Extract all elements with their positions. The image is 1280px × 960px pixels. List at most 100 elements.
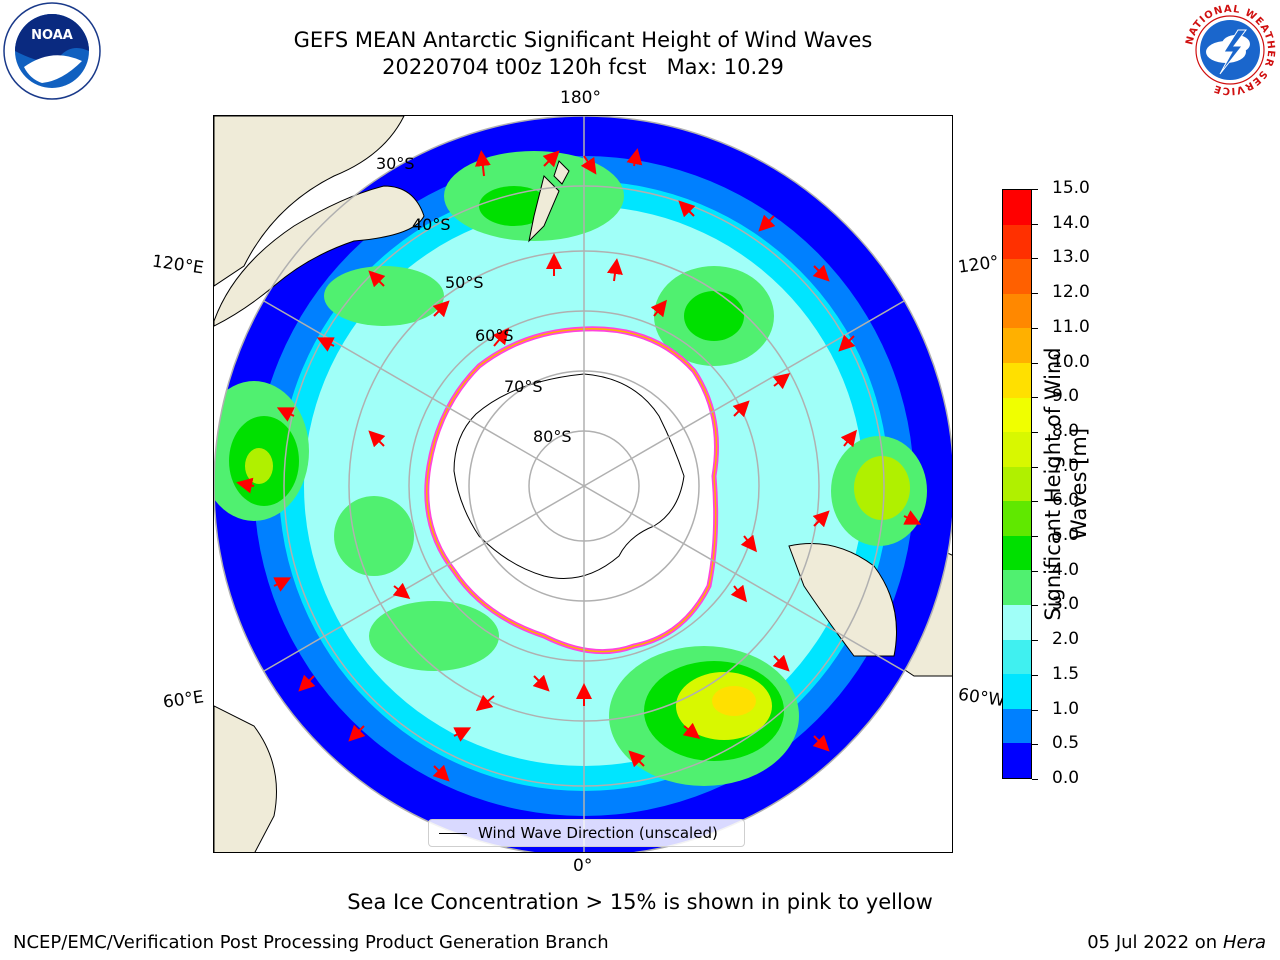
- lat-label-30s: 30°S: [376, 154, 415, 173]
- colorbar-tick: [1032, 397, 1038, 399]
- colorbar-tick: [1032, 501, 1038, 503]
- colorbar-cell: [1003, 604, 1031, 640]
- arrow: [432, 764, 450, 782]
- wave-direction-arrows: [236, 148, 922, 782]
- arrow: [580, 155, 597, 175]
- arrow: [682, 722, 701, 739]
- colorbar-tick: [1032, 258, 1038, 260]
- arrow: [368, 270, 386, 288]
- arrow: [772, 373, 791, 390]
- colorbar-cell: [1003, 431, 1031, 467]
- colorbar-cell: [1003, 293, 1031, 329]
- colorbar-cell: [1003, 397, 1031, 433]
- producer-credit: NCEP/EMC/Verification Post Processing Pr…: [13, 932, 609, 953]
- colorbar-cell: [1003, 535, 1031, 571]
- colorbar-tick-label: 1.0: [1052, 698, 1080, 719]
- colorbar-cell: [1003, 500, 1031, 536]
- colorbar-tick-label: 7.0: [1052, 455, 1080, 476]
- colorbar-tick: [1032, 431, 1038, 433]
- arrow: [542, 150, 560, 168]
- lat-label-40s: 40°S: [412, 215, 451, 234]
- colorbar-tick-label: 5.0: [1052, 525, 1080, 546]
- arrow: [772, 654, 790, 672]
- arrow: [392, 582, 411, 599]
- colorbar-tick: [1032, 674, 1038, 676]
- arrow: [650, 299, 667, 318]
- colorbar-cell: [1003, 466, 1031, 502]
- colorbar-tick: [1032, 223, 1038, 225]
- lat-label-80s: 80°S: [533, 427, 572, 446]
- colorbar-tick-label: 10.0: [1052, 351, 1090, 372]
- arrow: [453, 727, 472, 742]
- colorbar-tick-label: 12.0: [1052, 282, 1090, 303]
- colorbar-tick-label: 3.0: [1052, 594, 1080, 615]
- colorbar-tick: [1032, 709, 1038, 711]
- colorbar-tick-label: 13.0: [1052, 247, 1090, 268]
- arrow: [732, 400, 750, 418]
- map-panel: 30°S 40°S 50°S 60°S 70°S 80°S Wind Wave …: [213, 115, 953, 853]
- lon-label-60e: 60°E: [161, 687, 206, 713]
- chart-subtitle: 20220704 t00z 120h fcst Max: 10.29: [382, 55, 784, 79]
- arrow: [678, 200, 696, 218]
- lat-label-70s: 70°S: [504, 377, 543, 396]
- arrow: [758, 214, 776, 232]
- run-date-text: 05 Jul 2022 on: [1087, 932, 1223, 953]
- lat-label-60s: 60°S: [475, 326, 514, 345]
- colorbar-cell: [1003, 742, 1031, 778]
- arrow: [273, 577, 292, 592]
- colorbar-tick-label: 1.5: [1052, 663, 1080, 684]
- lon-label-120w: 120°: [956, 252, 1001, 278]
- colorbar-tick-label: 6.0: [1052, 490, 1080, 511]
- chart-title: GEFS MEAN Antarctic Significant Height o…: [293, 28, 873, 52]
- noaa-logo-text: NOAA: [31, 28, 73, 43]
- lon-label-0: 0°: [573, 856, 593, 876]
- colorbar-cell: [1003, 708, 1031, 744]
- legend-line-sample: [439, 833, 467, 834]
- colorbar-cell: [1003, 189, 1031, 225]
- colorbar-cell: [1003, 224, 1031, 260]
- colorbar-tick-label: 4.0: [1052, 559, 1080, 580]
- graticule: [214, 116, 952, 852]
- lon-label-60w: 60°W: [956, 684, 1007, 712]
- arrow: [432, 300, 450, 318]
- sea-ice-note: Sea Ice Concentration > 15% is shown in …: [347, 890, 933, 914]
- arrow: [475, 694, 495, 712]
- arrow: [812, 264, 830, 282]
- arrow: [812, 510, 830, 528]
- colorbar-tick-label: 15.0: [1052, 178, 1090, 198]
- inner-land: [214, 160, 897, 657]
- lon-label-120e: 120°E: [150, 251, 205, 279]
- colorbar-tick: [1032, 362, 1038, 364]
- arrow: [474, 150, 491, 177]
- arrow: [838, 334, 856, 352]
- arrow: [740, 534, 757, 553]
- arrow: [348, 724, 366, 742]
- arrow: [298, 674, 316, 692]
- colorbar-tick-label: 14.0: [1052, 212, 1090, 233]
- arrow: [276, 407, 295, 422]
- arrow: [626, 148, 643, 167]
- arrow: [903, 510, 922, 525]
- colorbar-tick-label: 0.5: [1052, 733, 1080, 754]
- colorbar-cell: [1003, 327, 1031, 363]
- arrow: [812, 734, 830, 752]
- colorbar-tick: [1032, 466, 1038, 468]
- colorbar-tick: [1032, 293, 1038, 295]
- noaa-logo: NOAA: [3, 2, 101, 100]
- wave-height-map: 30°S 40°S 50°S 60°S 70°S 80°S: [214, 116, 952, 852]
- colorbar-tick-label: 8.0: [1052, 420, 1080, 441]
- colorbar-tick: [1032, 779, 1038, 780]
- arrow: [607, 258, 623, 282]
- colorbar-tick-label: 9.0: [1052, 386, 1080, 407]
- arrow: [316, 337, 335, 352]
- colorbar-tick: [1032, 189, 1038, 190]
- colorbar-tick: [1032, 640, 1038, 642]
- arrow: [492, 327, 510, 347]
- lat-label-50s: 50°S: [445, 273, 484, 292]
- colorbar-tick: [1032, 327, 1038, 329]
- colorbar: [1002, 189, 1032, 779]
- machine-name: Hera: [1222, 932, 1266, 953]
- run-date: 05 Jul 2022 on Hera: [1087, 932, 1266, 953]
- nws-logo: NATIONAL WEATHER SERVICE: [1182, 2, 1278, 98]
- colorbar-cell: [1003, 362, 1031, 398]
